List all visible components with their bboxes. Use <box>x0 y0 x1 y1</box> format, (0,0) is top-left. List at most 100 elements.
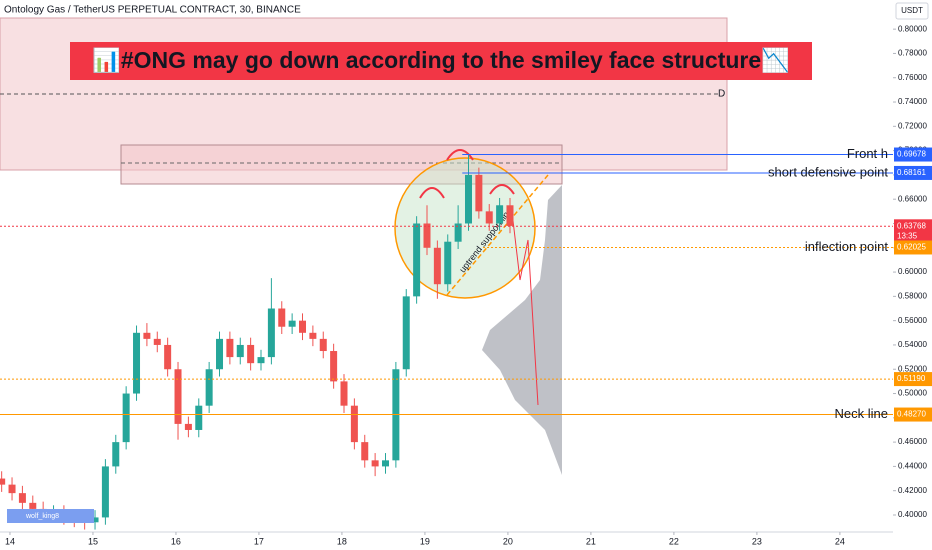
chart-title: 📊#ONG may go down according to the smile… <box>92 47 790 74</box>
x-tick-label: 21 <box>586 536 596 546</box>
candle-body <box>205 369 213 406</box>
candle-body <box>361 442 369 461</box>
price-label-box <box>894 147 932 162</box>
price-label: 0.48270 <box>897 410 926 419</box>
level-name: Neck line <box>835 406 888 421</box>
countdown: 13:35 <box>897 231 918 240</box>
author: wolf_king8 <box>25 513 59 520</box>
y-tick-label: 0.54000 <box>898 340 927 349</box>
candle-body <box>91 517 99 523</box>
x-tick-label: 19 <box>420 536 430 546</box>
candle-body <box>485 211 493 224</box>
y-tick-label: 0.46000 <box>898 437 927 446</box>
x-tick-label: 16 <box>171 536 181 546</box>
trend-line <box>446 174 549 296</box>
y-tick-label: 0.58000 <box>898 291 927 300</box>
candle-body <box>195 405 203 430</box>
price-label: 0.63768 <box>897 221 926 230</box>
price-label-box <box>894 165 932 180</box>
x-tick-label: 15 <box>88 536 98 546</box>
candle-body <box>288 320 296 327</box>
candle-body <box>216 338 224 370</box>
y-tick-label: 0.76000 <box>898 73 927 82</box>
y-tick-label: 0.78000 <box>898 49 927 58</box>
currency: USDT <box>901 6 923 15</box>
candle-body <box>340 381 348 406</box>
candle-body <box>18 493 26 503</box>
candle-body <box>226 338 234 358</box>
price-label: 0.51190 <box>897 374 926 383</box>
y-tick-label: 0.66000 <box>898 194 927 203</box>
candle-body <box>382 460 390 467</box>
candle-body <box>112 442 120 467</box>
candle-body <box>278 308 286 327</box>
candle-body <box>475 174 483 212</box>
y-tick-label: 0.40000 <box>898 510 927 519</box>
y-tick-label: 0.72000 <box>898 121 927 130</box>
candle-body <box>236 344 244 358</box>
price-label-box <box>894 407 932 422</box>
y-tick-label: 0.52000 <box>898 364 927 373</box>
price-label: 0.68161 <box>897 168 926 177</box>
candle-body <box>257 357 265 364</box>
x-tick-label: 14 <box>5 536 15 546</box>
candle-body <box>153 338 161 345</box>
candle-body <box>0 478 6 485</box>
price-label: 0.69678 <box>897 150 926 159</box>
candle-body <box>506 205 514 226</box>
x-tick-label: 23 <box>752 536 762 546</box>
candle-body <box>29 502 37 509</box>
projection <box>511 211 539 406</box>
title-banner <box>70 42 812 80</box>
candle-body <box>309 332 317 339</box>
x-tick-label: 22 <box>669 536 679 546</box>
author-badge <box>7 509 94 523</box>
candle-body <box>319 338 327 352</box>
level-name: short defensive point <box>768 164 888 179</box>
candle-body <box>184 423 192 430</box>
level-name: inflection point <box>805 239 888 254</box>
price-label-box <box>894 219 932 244</box>
price-label-box <box>894 372 932 387</box>
y-tick-label: 0.42000 <box>898 486 927 495</box>
price-label-box <box>894 240 932 255</box>
level-name: Front h <box>847 146 888 161</box>
currency-box <box>895 2 929 20</box>
symbol-header: Ontology Gas / TetherUS PERPETUAL CONTRA… <box>4 5 301 16</box>
x-tick-label: 24 <box>835 536 845 546</box>
candle-body <box>164 344 172 370</box>
candle-body <box>371 460 379 467</box>
y-tick-label: 0.80000 <box>898 24 927 33</box>
candle-body <box>413 223 421 297</box>
y-tick-label: 0.56000 <box>898 316 927 325</box>
candle-body <box>299 320 307 333</box>
candle-body <box>247 344 255 364</box>
candle-body <box>444 241 452 285</box>
smile-arcs <box>419 149 515 199</box>
candle-body <box>143 332 151 339</box>
price-axis <box>893 0 932 532</box>
y-tick-label: 0.50000 <box>898 389 927 398</box>
candle-body <box>8 484 16 494</box>
zone-label: D <box>718 89 725 100</box>
x-tick-label: 17 <box>254 536 264 546</box>
x-tick-label: 20 <box>503 536 513 546</box>
candle-body <box>464 174 472 224</box>
y-tick-label: 0.74000 <box>898 97 927 106</box>
y-tick-label: 0.44000 <box>898 462 927 471</box>
candle-body <box>423 223 431 248</box>
candle-body <box>267 308 275 358</box>
smiley-face <box>394 157 536 299</box>
candle-body <box>101 466 109 518</box>
volume-profile <box>482 185 562 475</box>
price-label: 0.62025 <box>897 243 926 252</box>
candle-body <box>174 369 182 424</box>
y-tick-label: 0.60000 <box>898 267 927 276</box>
candle-body <box>496 205 504 224</box>
candle-body <box>454 223 462 242</box>
candle-body <box>330 351 338 382</box>
x-tick-label: 18 <box>337 536 347 546</box>
candle-body <box>433 247 441 285</box>
candle-body <box>402 296 410 370</box>
